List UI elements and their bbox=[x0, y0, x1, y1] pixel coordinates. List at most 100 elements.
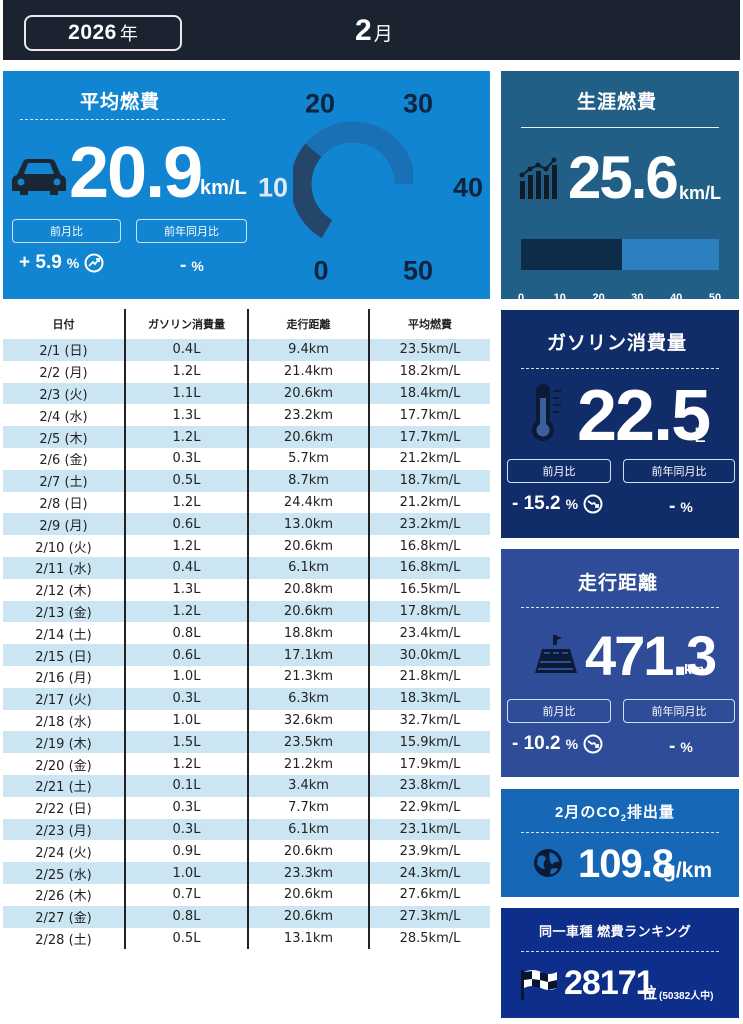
avg-yoy-pct: % bbox=[191, 258, 204, 274]
table-row: 2/10 (火) 1.2L 20.6km 16.8km/L bbox=[3, 535, 490, 557]
cell-gasoline: 0.9L bbox=[124, 840, 248, 863]
cell-gasoline: 0.8L bbox=[124, 622, 248, 645]
cell-gasoline: 0.4L bbox=[124, 556, 248, 579]
cell-distance: 20.6km bbox=[247, 426, 369, 448]
table-row: 2/20 (金) 1.2L 21.2km 17.9km/L bbox=[3, 753, 490, 775]
avg-fuel-divider bbox=[20, 119, 225, 120]
distance-title: 走行距離 bbox=[578, 573, 659, 594]
cell-distance: 6.1km bbox=[247, 818, 369, 841]
cell-avg-fuel: 27.3km/L bbox=[368, 905, 490, 928]
cell-distance: 24.4km bbox=[247, 491, 369, 514]
cell-gasoline: 1.2L bbox=[124, 491, 248, 514]
co2-divider bbox=[521, 832, 719, 833]
cell-date: 2/8 (日) bbox=[39, 496, 88, 512]
lifetime-fuel-value: 25.6 bbox=[568, 144, 679, 211]
cell-date: 2/28 (土) bbox=[35, 932, 92, 948]
gasoline-divider bbox=[521, 368, 719, 369]
cell-distance: 3.4km bbox=[247, 774, 369, 797]
cell-distance: 21.4km bbox=[247, 360, 369, 383]
cell-date: 2/27 (金) bbox=[3, 905, 125, 928]
avg-fuel-title: 平均燃費 bbox=[80, 92, 161, 113]
cell-gasoline: 1.3L bbox=[124, 578, 248, 601]
cell-date: 2/5 (木) bbox=[3, 426, 125, 448]
cell-distance: 32.6km bbox=[247, 709, 369, 732]
lifetime-tick: 40 bbox=[670, 292, 683, 304]
col-header-avg-fuel: 平均燃費 bbox=[368, 309, 490, 339]
cell-date: 2/9 (月) bbox=[3, 513, 125, 536]
cell-distance: 18.8km bbox=[247, 622, 369, 645]
table-row: 2/17 (火) 0.3L 6.3km 18.3km/L bbox=[3, 687, 490, 710]
cell-distance: 20.8km bbox=[247, 578, 369, 601]
distance-mom-value: - 10.2 bbox=[512, 733, 561, 754]
gasoline-yoy-value: - bbox=[669, 496, 676, 517]
table-row: 2/1 (日) 0.4L 9.4km 23.5km/L bbox=[3, 339, 490, 361]
cell-date: 2/20 (金) bbox=[35, 758, 92, 774]
avg-mom-value: + 5.9 bbox=[19, 252, 62, 273]
cell-gasoline: 1.1L bbox=[124, 382, 248, 405]
road-icon bbox=[535, 635, 577, 673]
gasoline-yoy-change: - % bbox=[669, 496, 693, 518]
top-bar: 2026 年 2 月 bbox=[3, 0, 740, 60]
cell-distance: 9.4km bbox=[247, 339, 369, 361]
co2-title-sub: 2 bbox=[620, 813, 627, 823]
table-row: 2/2 (月) 1.2L 21.4km 18.2km/L bbox=[3, 360, 490, 383]
ranking-panel: 同一車種 燃費ランキング 28171 位 (50382人中) bbox=[501, 908, 739, 1018]
month-selector[interactable]: 2 月 bbox=[355, 14, 393, 48]
avg-yoy-change: - % bbox=[180, 255, 204, 277]
distance-yoy-label: 前年同月比 bbox=[623, 699, 735, 723]
lifetime-progress-bar bbox=[521, 239, 719, 270]
cell-avg-fuel: 22.9km/L bbox=[368, 796, 490, 819]
lifetime-bar-ticks: 0 10 20 30 40 50 bbox=[517, 292, 723, 306]
cell-avg-fuel: 18.4km/L bbox=[368, 382, 490, 405]
cell-distance: 21.2km bbox=[247, 753, 369, 775]
gauge-label-10: 10 bbox=[257, 172, 289, 203]
cell-gasoline: 0.5L bbox=[124, 927, 248, 950]
cell-date: 2/25 (水) bbox=[3, 862, 125, 884]
co2-value: 109.8 bbox=[578, 842, 674, 886]
distance-panel: 走行距離 471.3 km 前月比 前年同月比 - 10.2 % - % bbox=[501, 549, 739, 777]
car-icon bbox=[12, 159, 66, 195]
cell-avg-fuel: 30.0km/L bbox=[368, 644, 490, 666]
cell-distance: 23.2km bbox=[247, 404, 369, 427]
table-row: 2/6 (金) 0.3L 5.7km 21.2km/L bbox=[3, 447, 490, 470]
cell-date: 2/21 (土) bbox=[3, 774, 125, 797]
cell-date: 2/11 (水) bbox=[3, 556, 125, 579]
lifetime-tick: 0 bbox=[517, 292, 525, 304]
cell-avg-fuel: 16.5km/L bbox=[368, 578, 490, 601]
table-row: 2/22 (日) 0.3L 7.7km 22.9km/L bbox=[3, 796, 490, 819]
cell-date: 2/26 (木) bbox=[35, 889, 92, 905]
month-value: 2 bbox=[355, 14, 372, 47]
distance-yoy-change: - % bbox=[669, 736, 693, 758]
year-value: 2026 bbox=[68, 21, 117, 44]
cell-date: 2/12 (木) bbox=[35, 584, 92, 600]
co2-panel: 2月のCO2排出量 109.8 g/km bbox=[501, 789, 739, 897]
cell-avg-fuel: 32.7km/L bbox=[368, 709, 490, 732]
cell-date: 2/23 (月) bbox=[3, 818, 125, 841]
cell-date: 2/1 (日) bbox=[3, 339, 125, 361]
cell-distance: 6.3km bbox=[247, 687, 369, 710]
cell-avg-fuel: 23.8km/L bbox=[368, 774, 490, 797]
lifetime-divider bbox=[521, 127, 719, 128]
month-unit: 月 bbox=[373, 24, 393, 45]
gasoline-yoy-pct: % bbox=[680, 499, 693, 515]
gasoline-yoy-label: 前年同月比 bbox=[623, 459, 735, 483]
lifetime-fuel-panel: 生涯燃費 25.6 km/L 0 10 20 30 40 50 bbox=[501, 71, 739, 304]
table-header-row: 日付 ガソリン消費量 走行距離 平均燃費 bbox=[3, 309, 490, 339]
cell-gasoline: 0.4L bbox=[124, 339, 248, 361]
cell-avg-fuel: 27.6km/L bbox=[368, 883, 490, 906]
distance-mom-change: - 10.2 % bbox=[512, 733, 603, 755]
distance-yoy-value: - bbox=[669, 736, 676, 757]
table-row: 2/19 (木) 1.5L 23.5km 15.9km/L bbox=[3, 731, 490, 754]
cell-distance: 23.3km bbox=[247, 862, 369, 884]
cell-date: 2/15 (日) bbox=[3, 644, 125, 666]
thermometer-icon bbox=[532, 384, 561, 441]
avg-yoy-label: 前年同月比 bbox=[136, 219, 247, 243]
distance-mom-pct: % bbox=[565, 736, 579, 752]
table-row: 2/25 (水) 1.0L 23.3km 24.3km/L bbox=[3, 862, 490, 884]
globe-icon bbox=[534, 849, 562, 877]
cell-distance: 5.7km bbox=[247, 447, 369, 470]
year-selector[interactable]: 2026 年 bbox=[24, 15, 182, 51]
cell-avg-fuel: 17.7km/L bbox=[368, 404, 490, 427]
cell-distance: 20.6km bbox=[247, 905, 369, 928]
avg-fuel-value: 20.9 bbox=[69, 133, 203, 213]
